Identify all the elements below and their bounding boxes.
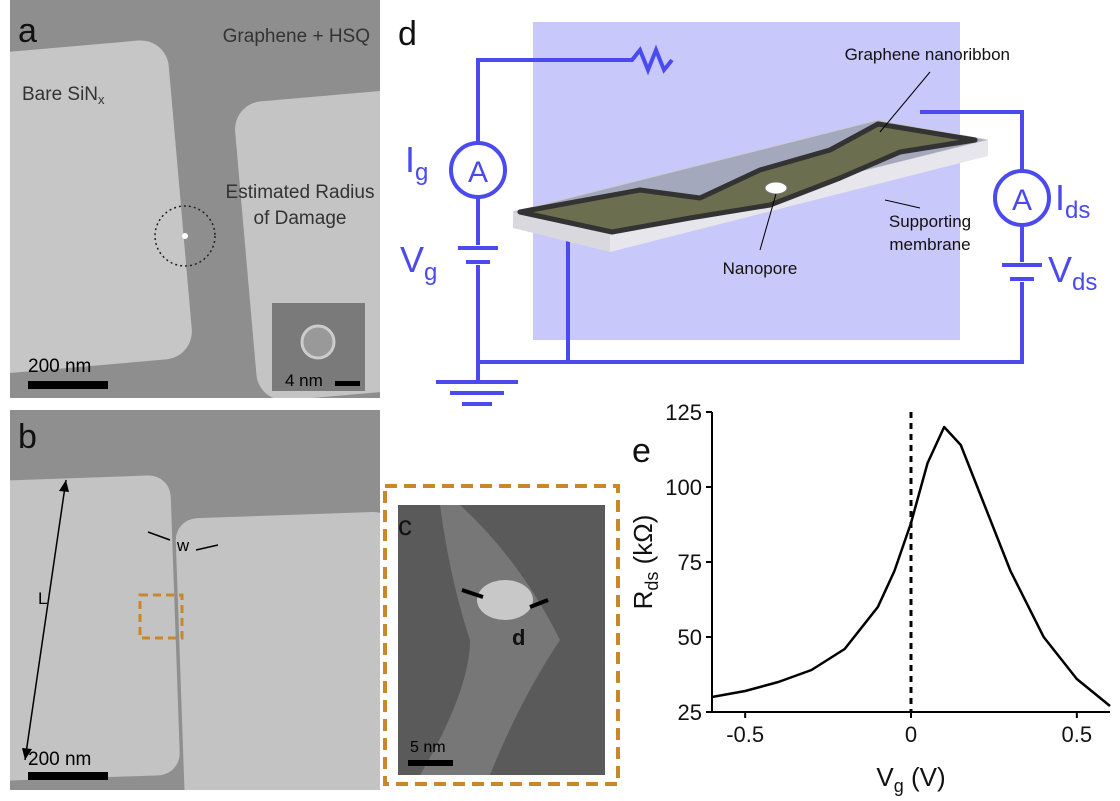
label: g bbox=[415, 159, 428, 186]
panel-label: c bbox=[398, 510, 412, 541]
x-axis-label: g bbox=[894, 776, 904, 796]
label: Vg bbox=[400, 239, 437, 286]
label: V bbox=[1048, 249, 1072, 290]
scale-bar-label: 200 nm bbox=[28, 749, 91, 770]
y-tick-label: 125 bbox=[665, 400, 702, 425]
x-tick-label: -0.5 bbox=[726, 722, 764, 747]
y-axis-label: ds bbox=[642, 572, 662, 591]
y-tick-label: 100 bbox=[665, 475, 702, 500]
micrograph-b bbox=[0, 410, 405, 796]
label: V bbox=[400, 239, 424, 280]
label: Supporting bbox=[889, 212, 971, 231]
label: Graphene + HSQ bbox=[223, 26, 370, 47]
label: d bbox=[512, 625, 525, 650]
x-tick-label: 0 bbox=[905, 722, 917, 747]
y-axis-label: (kΩ) bbox=[628, 515, 658, 572]
label: L bbox=[38, 589, 47, 608]
label: I bbox=[1055, 177, 1065, 218]
y-axis-label: Rds (kΩ) bbox=[628, 515, 662, 610]
figure: a Graphene + HSQ Bare SiNx Estimated Rad… bbox=[0, 0, 1120, 796]
annotation: of Damage bbox=[254, 208, 347, 229]
panel-label: d bbox=[398, 15, 417, 53]
label: Ig bbox=[405, 139, 428, 186]
y-axis-label: R bbox=[628, 591, 658, 610]
label: g bbox=[424, 259, 437, 286]
label: Bare SiNx bbox=[22, 84, 105, 107]
ammeter-label: A bbox=[1012, 184, 1032, 217]
x-axis-label: V bbox=[876, 762, 894, 792]
label: I bbox=[405, 139, 415, 180]
label: w bbox=[176, 536, 190, 555]
label: x bbox=[98, 92, 105, 107]
x-tick-label: 0.5 bbox=[1062, 722, 1093, 747]
scale-bar-label: 200 nm bbox=[28, 356, 91, 377]
label: Graphene nanoribbon bbox=[845, 45, 1010, 64]
panel-label: b bbox=[18, 418, 37, 456]
label: membrane bbox=[889, 235, 970, 254]
label: Vds bbox=[1048, 249, 1097, 296]
annotation: Estimated Radius bbox=[226, 182, 375, 203]
label: Bare SiN bbox=[22, 84, 98, 105]
panel-label: a bbox=[18, 12, 37, 50]
label: Ids bbox=[1055, 177, 1090, 224]
x-axis-label: (V) bbox=[904, 762, 946, 792]
x-axis-label: Vg (V) bbox=[876, 762, 945, 796]
y-tick-label: 75 bbox=[678, 550, 702, 575]
micrograph-c bbox=[398, 505, 605, 775]
scale-bar-label: 5 nm bbox=[410, 739, 446, 756]
y-tick-label: 25 bbox=[678, 700, 702, 725]
ammeter-label: A bbox=[468, 156, 488, 189]
label: Nanopore bbox=[723, 259, 798, 278]
label: ds bbox=[1065, 197, 1090, 224]
scale-bar-label: 4 nm bbox=[285, 371, 323, 390]
panel-label: e bbox=[632, 432, 651, 470]
y-tick-label: 50 bbox=[678, 625, 702, 650]
label: ds bbox=[1072, 269, 1097, 296]
